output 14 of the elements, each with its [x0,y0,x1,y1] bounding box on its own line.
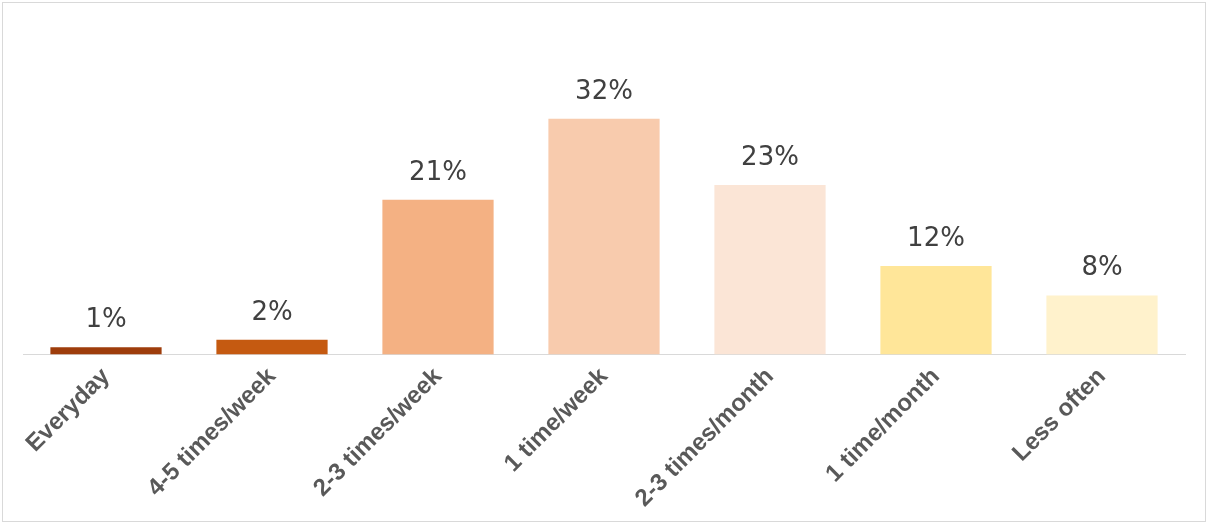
data-label: 32% [575,74,633,105]
data-label: 21% [409,155,467,186]
bar [50,347,162,355]
bar [714,185,826,355]
bar [548,118,660,355]
data-label: 2% [251,295,293,326]
data-label: 8% [1081,251,1123,282]
bar [1046,295,1158,355]
bar [880,266,992,355]
bar [382,199,494,355]
data-label: 23% [741,140,799,171]
data-label: 1% [85,302,127,333]
bar [216,339,328,355]
data-label: 12% [907,221,965,252]
